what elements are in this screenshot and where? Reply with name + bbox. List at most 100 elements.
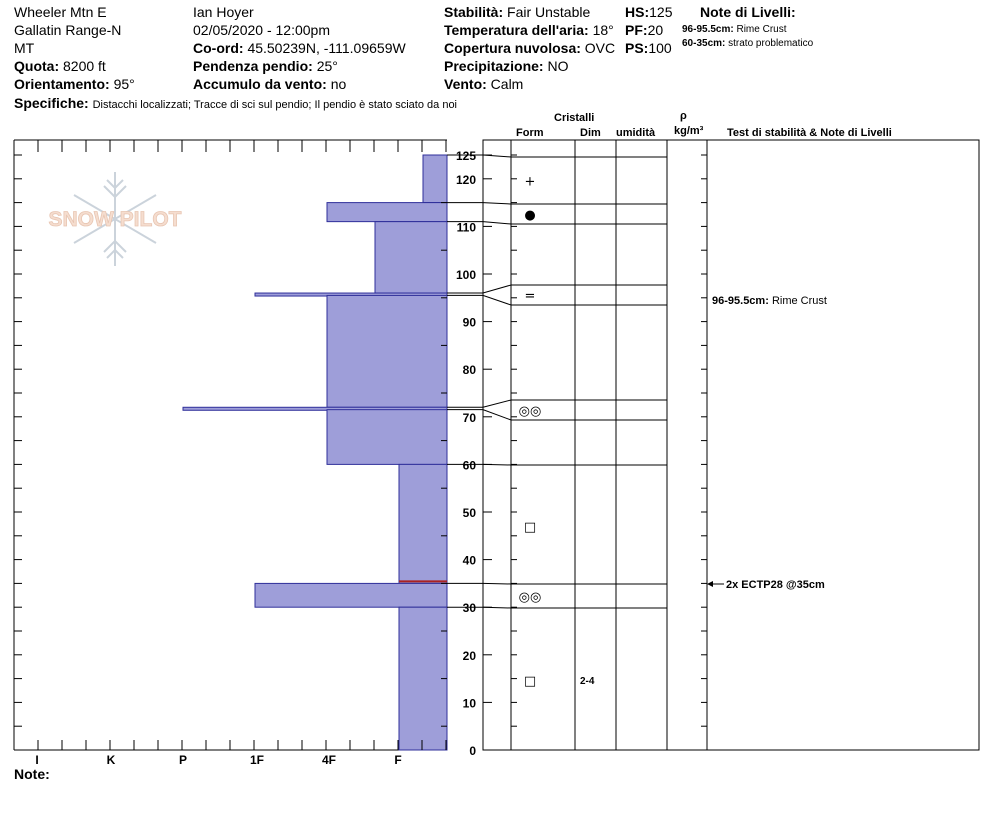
size-header: Dim (580, 127, 601, 139)
hardness-layer-bar (374, 221, 448, 294)
layer-boundary-line (447, 606, 667, 609)
range: Gallatin Range-N (14, 22, 122, 38)
ps: PS:100 (625, 40, 672, 56)
hardness-layer-bar (254, 582, 448, 608)
wind-label: Vento: (444, 76, 487, 92)
layer-boundary-line (447, 582, 667, 585)
ps-label: PS: (625, 40, 649, 56)
slope-label: Pendenza pendio: (193, 58, 313, 74)
layer-boundary-line (447, 463, 667, 466)
hardness-tick-label: P (179, 753, 187, 767)
pf-label: PF: (625, 22, 648, 38)
depth-tick-label: 90 (463, 316, 477, 330)
hardness-layer-bar (326, 409, 448, 465)
crystals-header: Cristalli (554, 112, 595, 124)
observer: Ian Hoyer (193, 4, 254, 20)
layer-note-2: 60-35cm: strato problematico (682, 38, 813, 50)
pf: PF:20 (625, 22, 663, 38)
layer-note-range: 60-35cm: (682, 38, 726, 49)
layer-notes-title: Note di Livelli: (700, 4, 796, 20)
sky-value: OVC (584, 40, 616, 56)
specifics: Specifiche: Distacchi localizzati; Tracc… (14, 95, 457, 113)
depth-tick-label: 100 (456, 268, 476, 282)
aspect-value: 95° (113, 76, 135, 92)
layer-note-1: 96-95.5cm: Rime Crust (682, 24, 787, 36)
crystal-form-symbol: = (525, 289, 536, 304)
slope: Pendenza pendio: 25° (193, 58, 338, 74)
wind: Vento: Calm (444, 76, 523, 92)
form-header: Form (516, 127, 544, 139)
depth-tick-label: 40 (463, 554, 477, 568)
depth-tick-label: 125 (456, 149, 476, 163)
pf-value: 20 (647, 22, 664, 38)
crystal-form-symbol: □ (524, 674, 536, 689)
stability-label: Stabilità: (444, 4, 504, 20)
hardness-layer-bar (326, 294, 448, 408)
hardness-layer-bar (182, 406, 448, 411)
hardness-profile: I K P 1F 4F F (13, 139, 448, 767)
location: Wheeler Mtn E (14, 4, 107, 20)
hardness-layer-bar (422, 154, 448, 204)
datetime: 02/05/2020 - 12:00pm (193, 22, 330, 38)
crystal-form-symbol: ◎◎ (519, 590, 542, 605)
aspect: Orientamento: 95° (14, 76, 135, 92)
hs-label: HS: (625, 4, 650, 20)
moisture-header: umidità (616, 127, 656, 139)
elevation: Quota: 8200 ft (14, 58, 106, 74)
density-unit: kg/m³ (674, 125, 704, 137)
logo-text: SNOW PILOT (49, 208, 182, 231)
specifics-value: Distacchi localizzati; Tracce di sci sul… (92, 99, 458, 111)
sky-label: Copertura nuvolosa: (444, 40, 581, 56)
layer-boundary-line (447, 221, 667, 225)
precipitation: Precipitazione: NO (444, 58, 568, 74)
coord-value: 45.50239N, -111.09659W (247, 40, 406, 56)
hardness-layer-bar (326, 202, 448, 223)
stability-value: Fair Unstable (507, 4, 591, 20)
precip-label: Precipitazione: (444, 58, 544, 74)
layer-boundary-line (447, 399, 667, 408)
test-note: 2x ECTP28 @35cm (726, 579, 825, 591)
depth-tick-label: 120 (456, 173, 476, 187)
layer-boundary-line (447, 409, 667, 421)
coordinates: Co-ord: 45.50239N, -111.09659W (193, 40, 406, 56)
layer-note-text: Rime Crust (736, 24, 787, 35)
rho-header: ρ (680, 110, 687, 122)
hardness-tick-label: F (394, 753, 401, 767)
specifics-label: Specifiche: (14, 95, 89, 111)
coord-label: Co-ord: (193, 40, 244, 56)
depth-tick-label: 20 (463, 649, 477, 663)
state: MT (14, 40, 35, 56)
crystal-form-symbol: □ (524, 520, 536, 535)
hardness-tick-label: 4F (322, 753, 336, 767)
hardness-tick-label: K (107, 753, 116, 767)
hardness-tick-label: 1F (250, 753, 264, 767)
crystal-table: 0 10 20 30 40 50 60 70 80 90 100 110 120 125 + ● = ◎◎ □ ◎◎ □… (441, 139, 980, 758)
depth-tick-label: 30 (463, 601, 477, 615)
elevation-value: 8200 ft (63, 58, 106, 74)
depth-tick-label: 10 (463, 696, 477, 710)
test-note: 96-95.5cm: Rime Crust (712, 295, 827, 307)
slope-value: 25° (316, 58, 338, 74)
snowflake-icon (73, 172, 157, 266)
layer-note-range: 96-95.5cm: (682, 24, 734, 35)
stability: Stabilità: Fair Unstable (444, 4, 590, 20)
test-arrow-head (707, 581, 713, 587)
hardness-tick-label: I (35, 753, 38, 767)
crystal-form-symbol: ◎◎ (519, 404, 542, 419)
aspect-label: Orientamento: (14, 76, 110, 92)
wind-loading: Accumulo da vento: no (193, 76, 346, 92)
air-temp-value: 18° (592, 22, 614, 38)
notes-label: Note: (14, 766, 50, 782)
depth-tick-label: 70 (463, 411, 477, 425)
ps-value: 100 (648, 40, 672, 56)
table-border (482, 139, 980, 751)
layer-note-text: strato problematico (728, 38, 814, 49)
crystal-form-symbol: ● (524, 208, 535, 223)
layer-boundary-line (447, 202, 667, 205)
air-temp-label: Temperatura dell'aria: (444, 22, 589, 38)
wind-load-label: Accumulo da vento: (193, 76, 327, 92)
depth-tick-label: 50 (463, 506, 477, 520)
wind-value: Calm (490, 76, 524, 92)
layer-boundary-line (447, 294, 667, 306)
